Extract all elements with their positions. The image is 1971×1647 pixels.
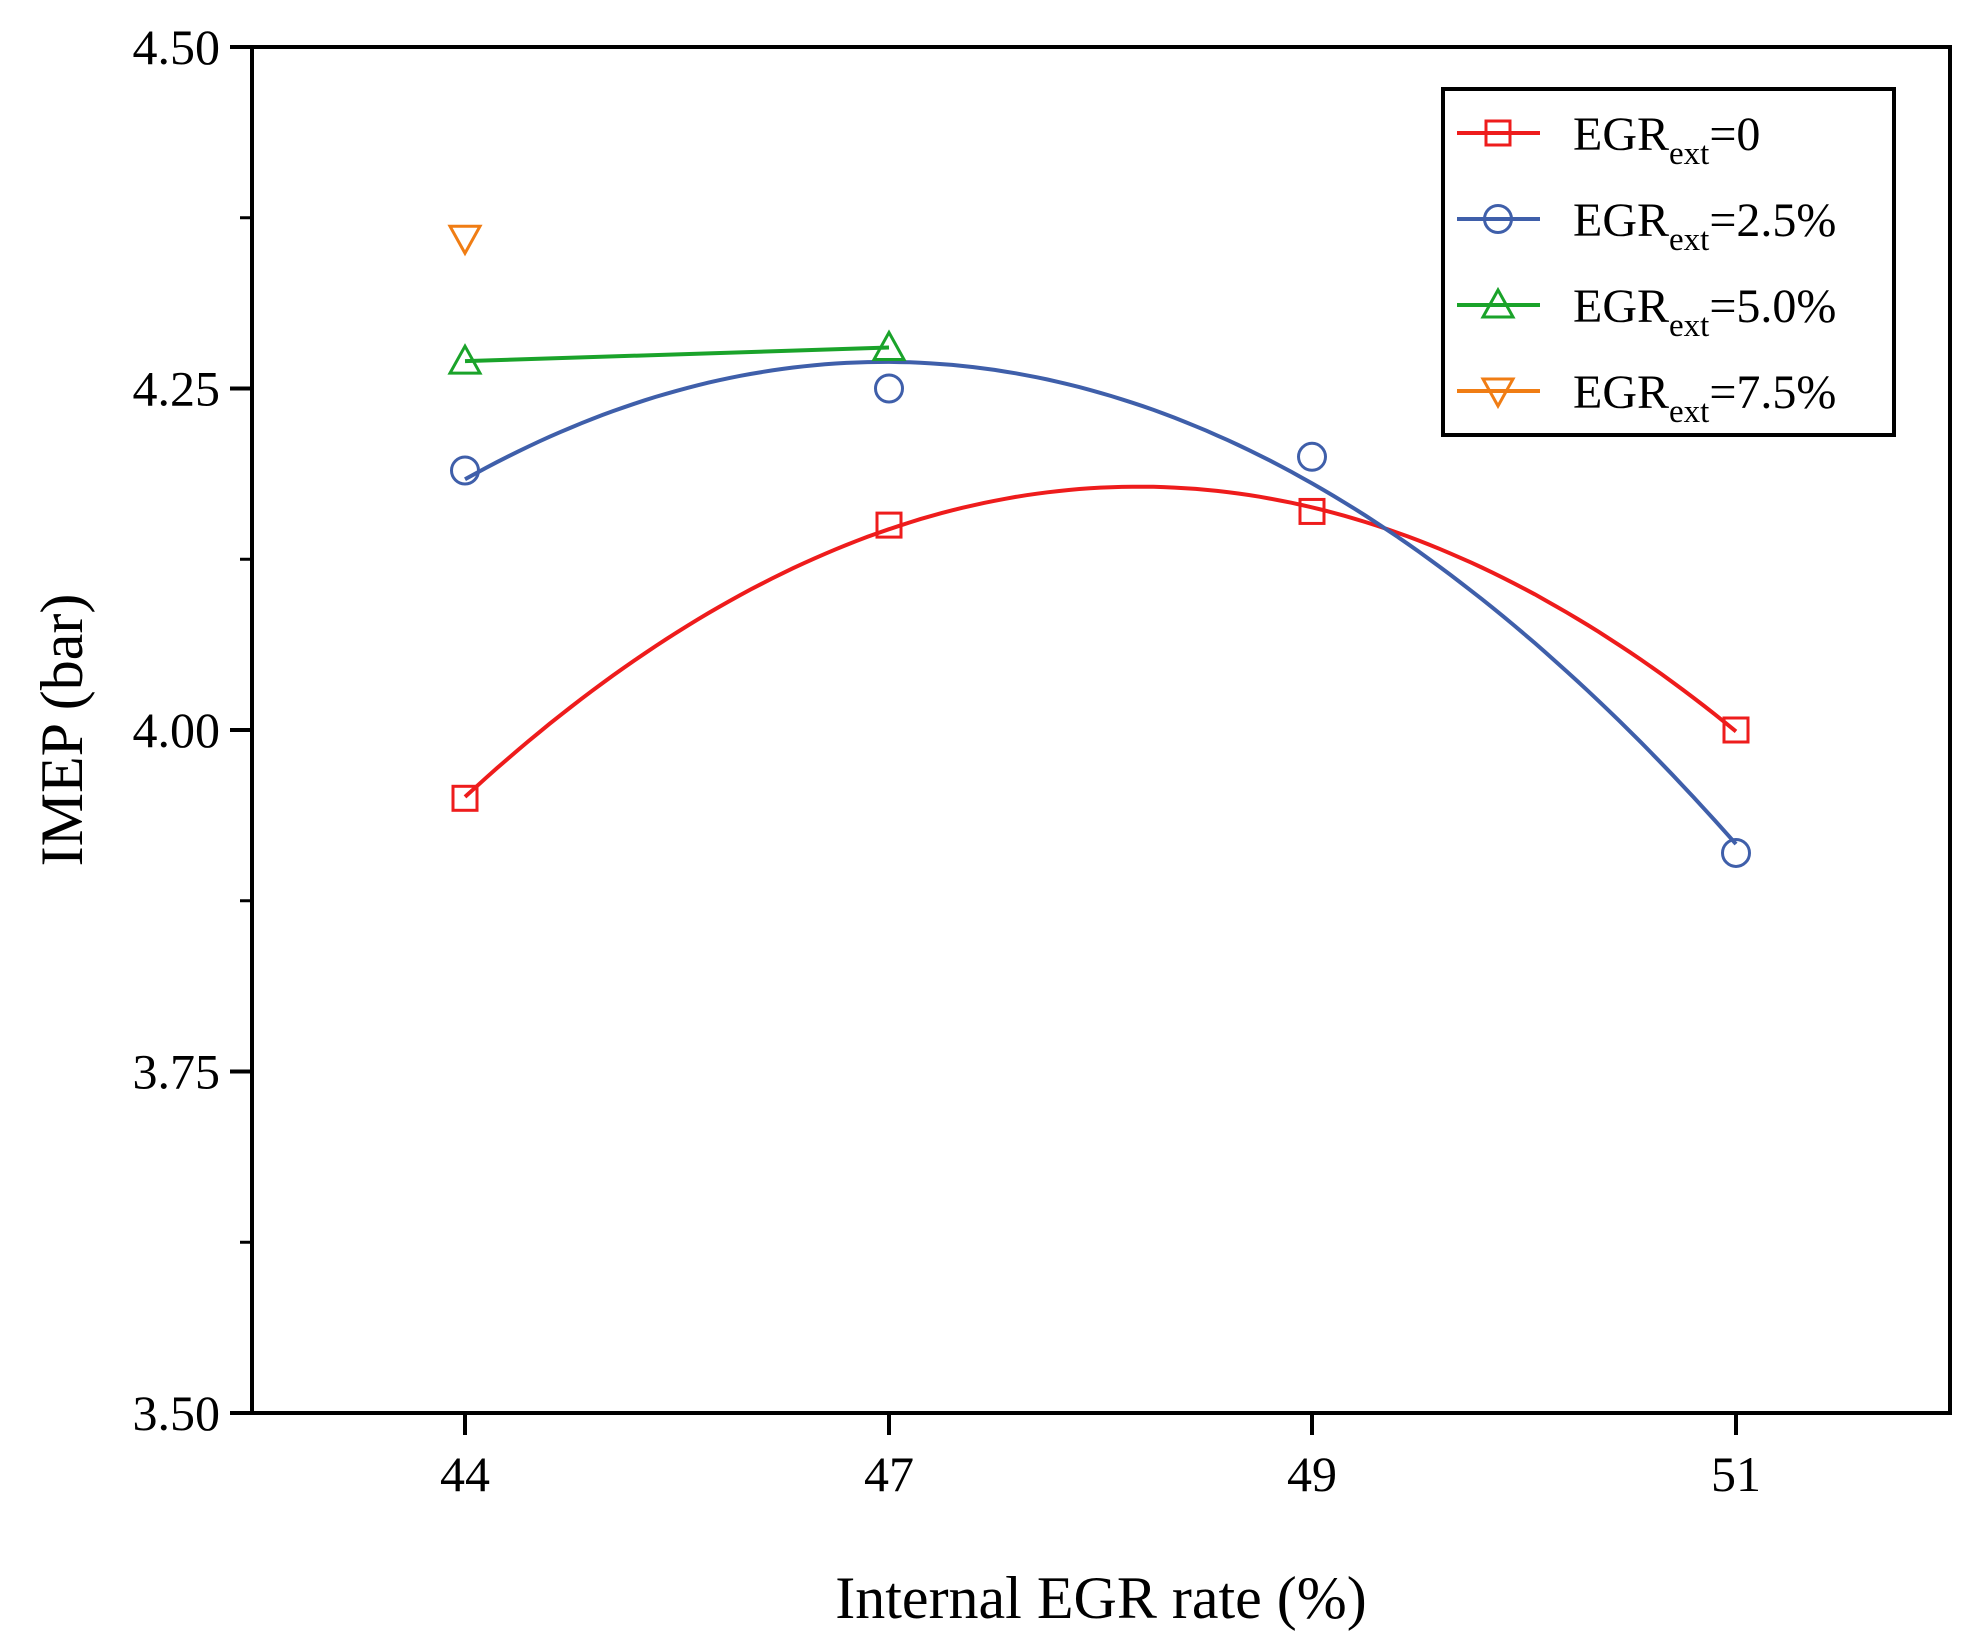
y-tick-label: 4.50 bbox=[133, 19, 221, 75]
data-point-series-0 bbox=[875, 511, 903, 539]
data-point-series-0 bbox=[1298, 497, 1326, 525]
fit-curves bbox=[463, 345, 1738, 846]
legend-marker-0 bbox=[1484, 119, 1512, 147]
x-axis-title: Internal EGR rate (%) bbox=[835, 1565, 1366, 1631]
y-axis-ticks: 3.50 3.75 4.00 4.25 4.50 bbox=[133, 19, 252, 1441]
legend-marker-1 bbox=[1483, 204, 1513, 234]
data-point-series-2 bbox=[447, 343, 483, 375]
y-tick-label: 4.00 bbox=[133, 702, 221, 758]
data-point-series-1 bbox=[450, 455, 480, 486]
fit-curve-series-1 bbox=[464, 359, 1738, 846]
x-tick-label: 47 bbox=[864, 1446, 914, 1502]
legend-marker-2 bbox=[1480, 286, 1516, 319]
data-point-series-3 bbox=[447, 224, 483, 257]
legend-frame bbox=[1441, 87, 1896, 437]
fit-curve-series-0 bbox=[463, 484, 1738, 799]
legend-label-2: EGRext=5.0% bbox=[1573, 280, 1836, 344]
data-point-series-0 bbox=[451, 784, 479, 812]
data-point-series-0 bbox=[1722, 716, 1750, 744]
x-tick-label: 44 bbox=[440, 1446, 490, 1502]
legend-label-3: EGRext=7.5% bbox=[1573, 366, 1836, 430]
data-point-series-2 bbox=[871, 329, 907, 362]
x-axis-ticks: 44 47 49 51 bbox=[440, 1413, 1761, 1502]
fit-line-series-2 bbox=[464, 345, 890, 364]
y-axis-title: IMEP (bar) bbox=[29, 594, 95, 867]
y-tick-label: 4.25 bbox=[133, 361, 221, 417]
y-tick-label: 3.75 bbox=[133, 1044, 221, 1100]
x-tick-label: 51 bbox=[1711, 1446, 1761, 1502]
legend: EGRext=0 EGRext=2.5% EGRext=5.0% EGRext=7.5… bbox=[1441, 87, 1896, 437]
data-point-series-1 bbox=[874, 373, 904, 404]
y-tick-label: 3.50 bbox=[133, 1385, 221, 1441]
data-point-series-1 bbox=[1721, 837, 1751, 868]
legend-marker-3 bbox=[1480, 377, 1516, 410]
data-point-series-1 bbox=[1297, 441, 1327, 472]
legend-label-1: EGRext=2.5% bbox=[1573, 194, 1836, 258]
legend-label-0: EGRext=0 bbox=[1573, 108, 1760, 172]
x-tick-label: 49 bbox=[1287, 1446, 1337, 1502]
data-markers bbox=[447, 224, 1751, 868]
